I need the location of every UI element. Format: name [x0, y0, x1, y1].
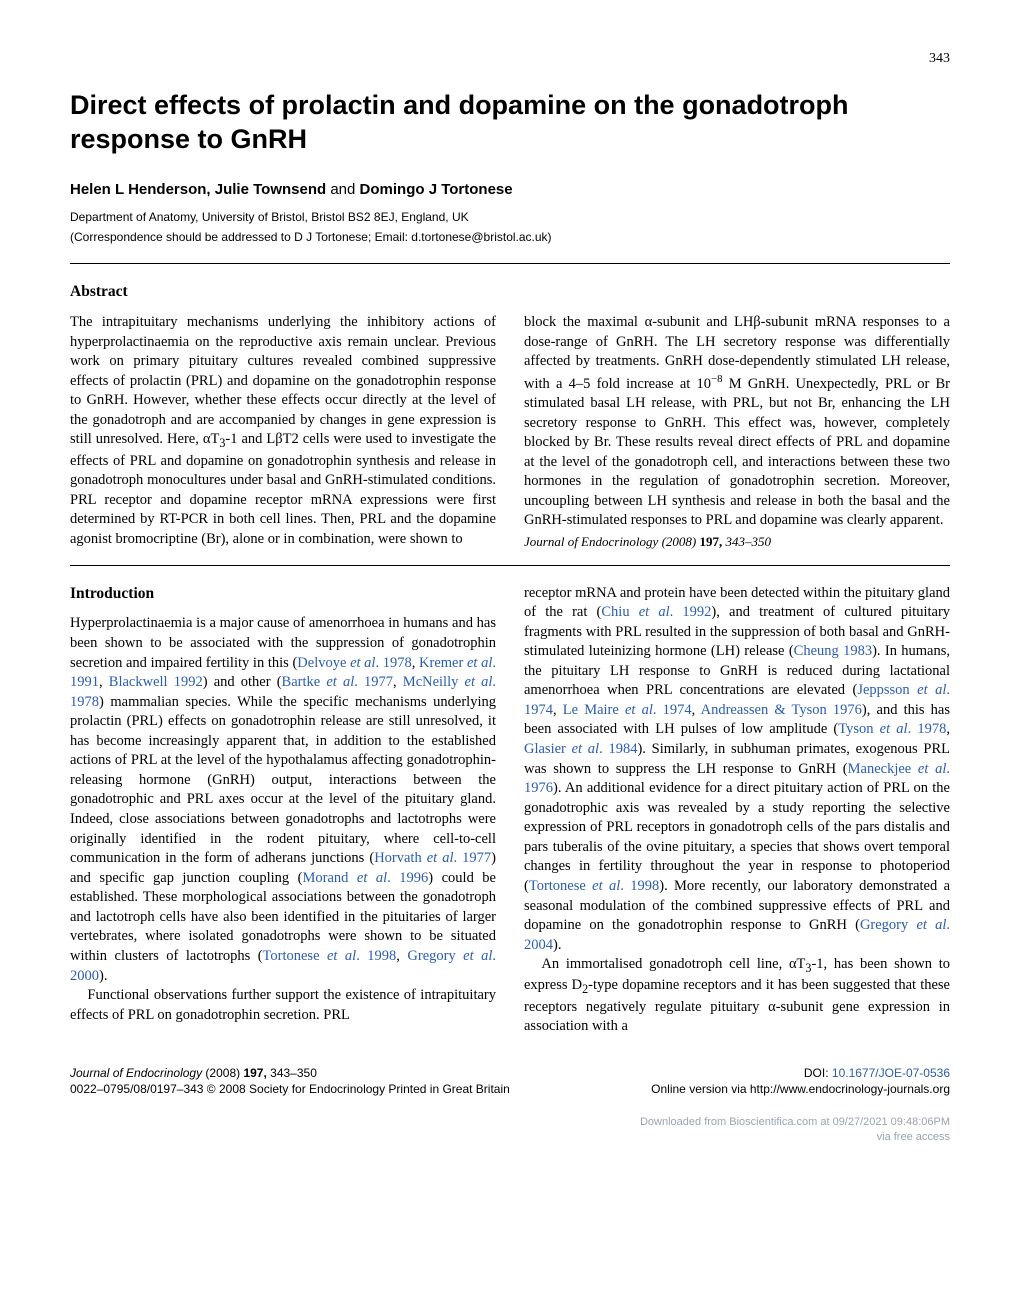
footer-doi: DOI: 10.1677/JOE-07-0536 [651, 1065, 950, 1081]
author-line: Helen L Henderson, Julie Townsend and Do… [70, 180, 950, 200]
footer-url: Online version via http://www.endocrinol… [651, 1081, 950, 1097]
page-number: 343 [70, 50, 950, 69]
intro-paragraph-1: Hyperprolactinaemia is a major cause of … [70, 614, 496, 986]
divider-top [70, 263, 950, 264]
correspondence: (Correspondence should be addressed to D… [70, 229, 950, 245]
article-title: Direct effects of prolactin and dopamine… [70, 89, 950, 157]
intro-paragraph-3: receptor mRNA and protein have been dete… [524, 584, 950, 956]
download-watermark: Downloaded from Bioscientifica.com at 09… [70, 1115, 950, 1145]
intro-paragraph-2: Functional observations further support … [70, 986, 496, 1025]
abstract-heading: Abstract [70, 282, 950, 303]
page-footer: Journal of Endocrinology (2008) 197, 343… [70, 1065, 950, 1097]
abstract-section: Abstract The intrapituitary mechanisms u… [70, 282, 950, 550]
abstract-text-left: The intrapituitary mechanisms underlying… [70, 313, 496, 549]
journal-citation-inline: Journal of Endocrinology (2008) 197, 343… [524, 533, 950, 551]
footer-right: DOI: 10.1677/JOE-07-0536 Online version … [651, 1065, 950, 1097]
watermark-line-1: Downloaded from Bioscientifica.com at 09… [70, 1115, 950, 1130]
divider-mid [70, 565, 950, 566]
introduction-body: Introduction Hyperprolactinaemia is a ma… [70, 584, 950, 1037]
introduction-section: Introduction Hyperprolactinaemia is a ma… [70, 584, 950, 1037]
intro-paragraph-4: An immortalised gonadotroph cell line, α… [524, 955, 950, 1037]
introduction-heading: Introduction [70, 584, 496, 605]
footer-journal-line: Journal of Endocrinology (2008) 197, 343… [70, 1065, 510, 1081]
footer-left: Journal of Endocrinology (2008) 197, 343… [70, 1065, 510, 1097]
abstract-text-right: block the maximal α-subunit and LHβ-subu… [524, 313, 950, 531]
footer-copyright: 0022–0795/08/0197–343 © 2008 Society for… [70, 1081, 510, 1097]
watermark-line-2: via free access [70, 1130, 950, 1145]
abstract-body: The intrapituitary mechanisms underlying… [70, 313, 950, 551]
affiliation: Department of Anatomy, University of Bri… [70, 209, 950, 225]
